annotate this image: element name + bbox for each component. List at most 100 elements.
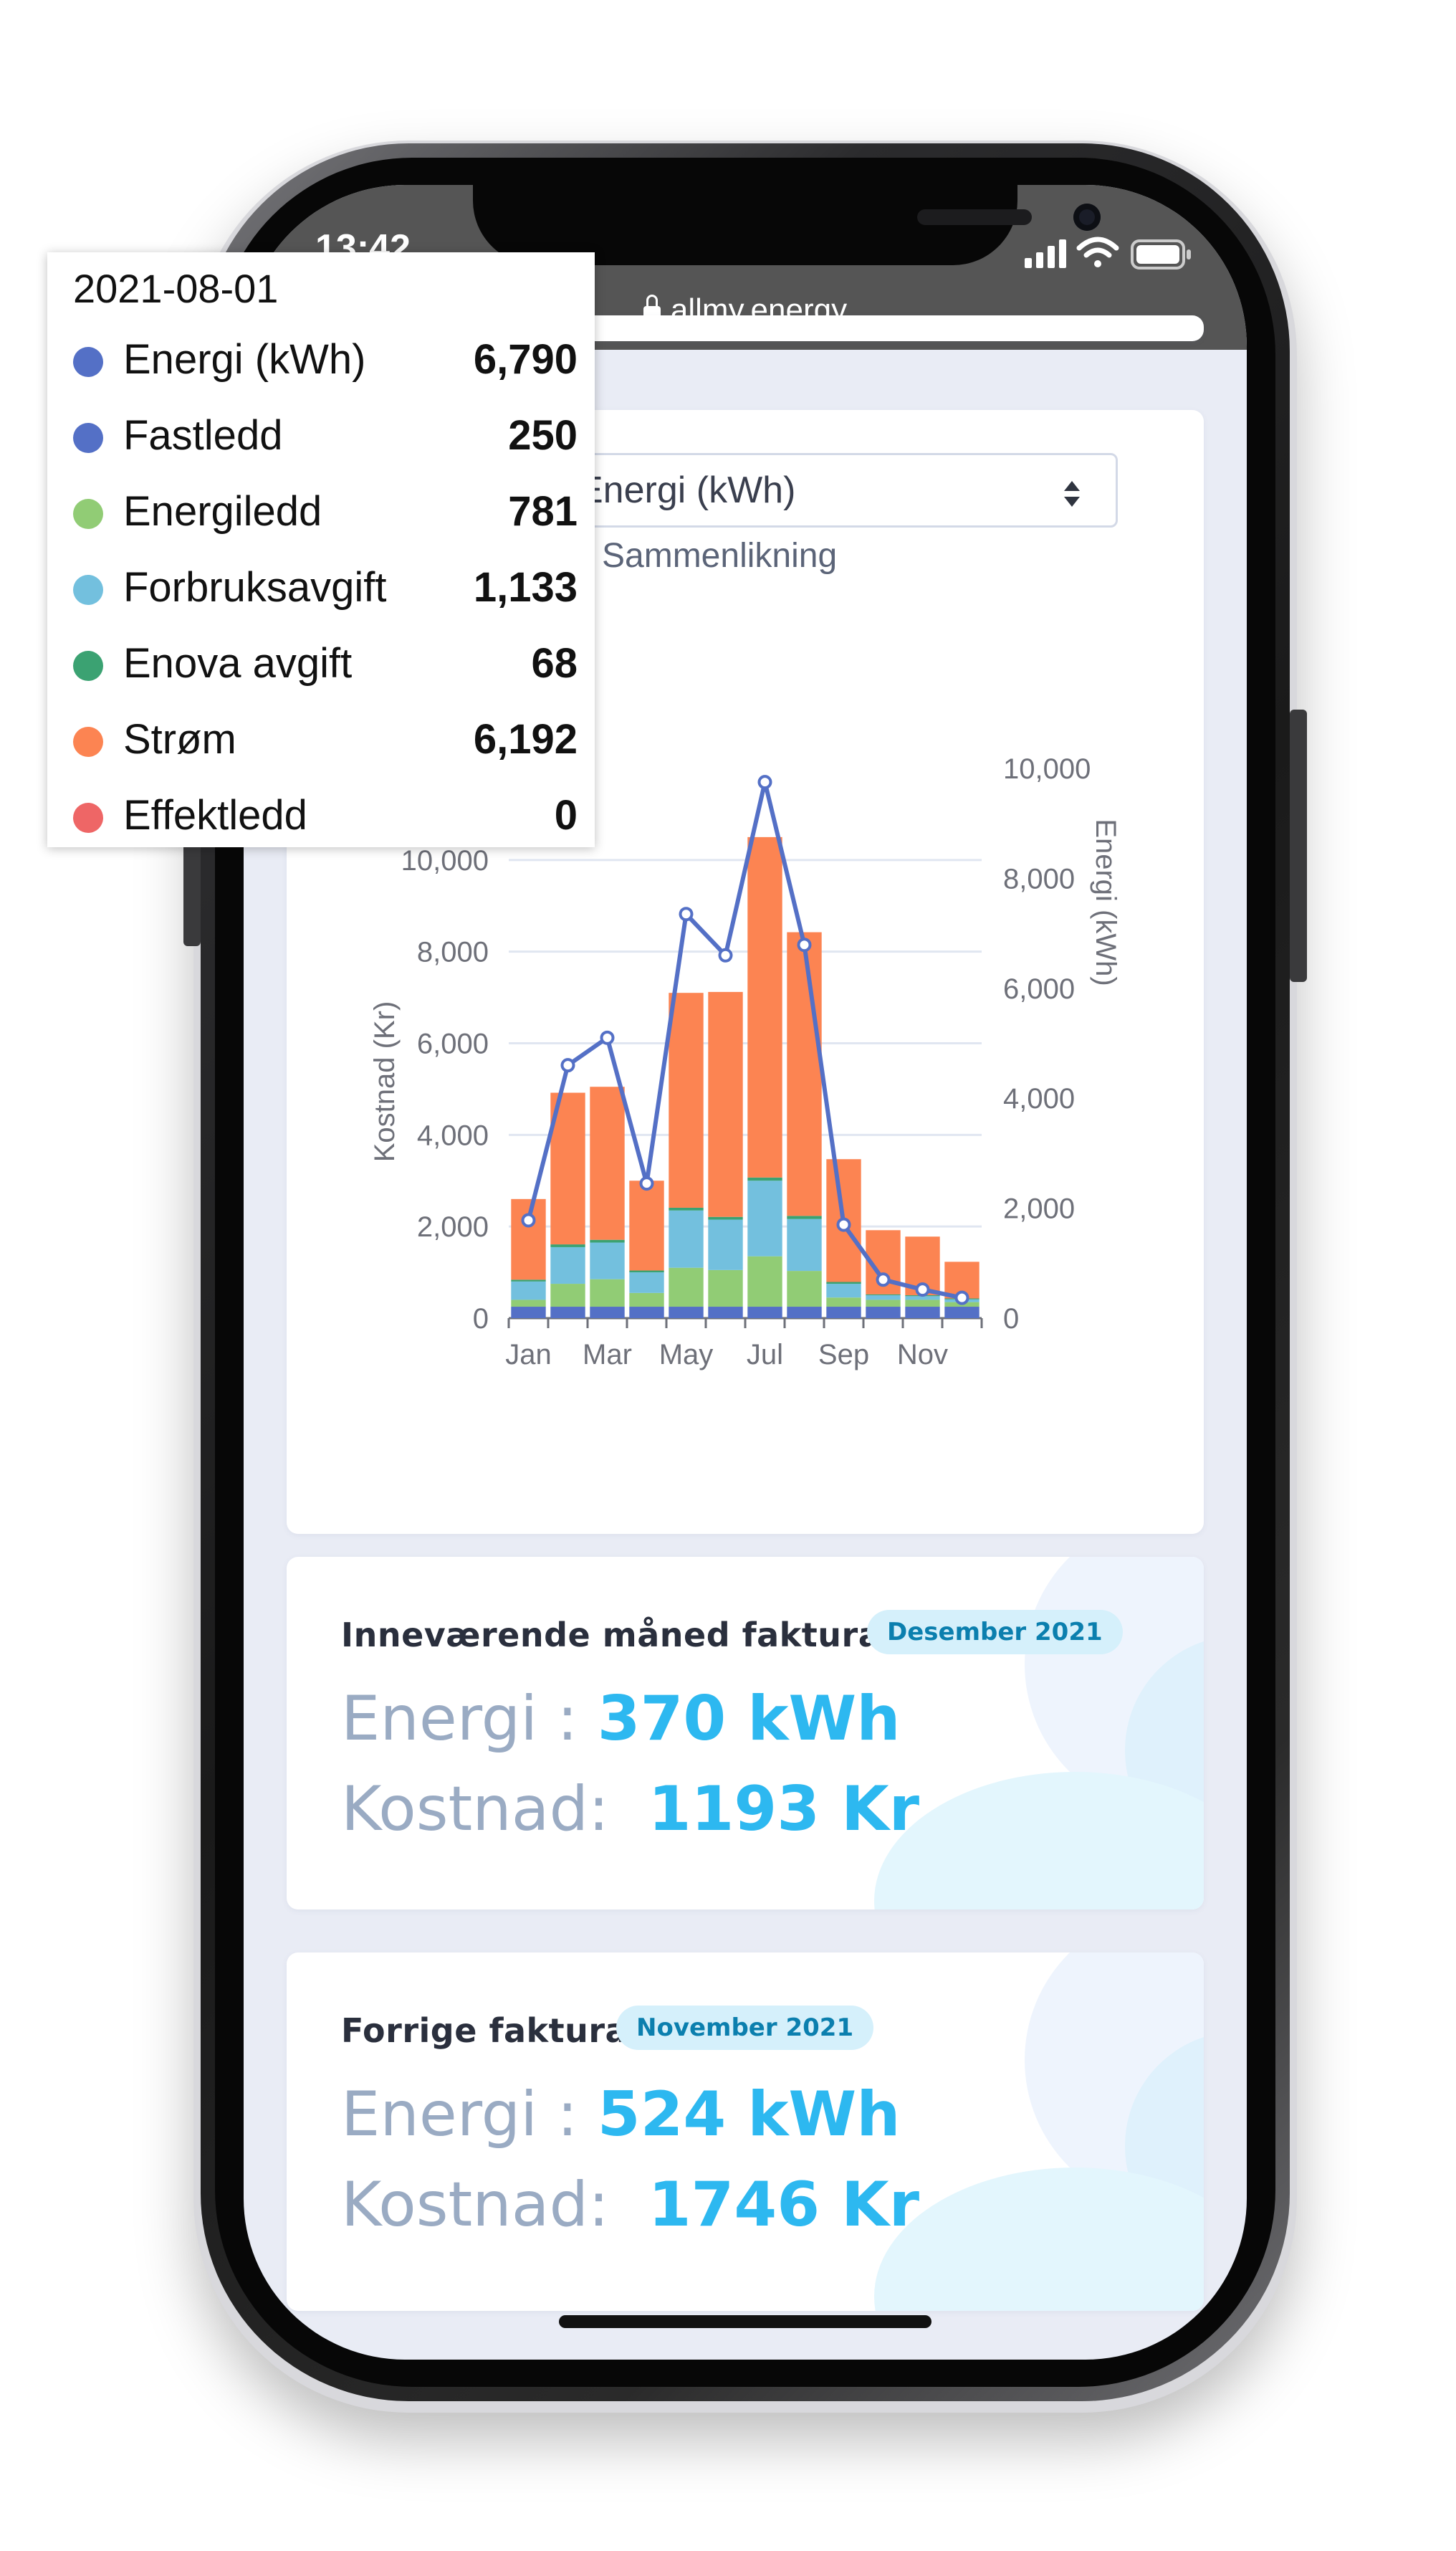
cost-energy-chart[interactable]: 0 2,000 4,000 6,000 8,000 10,000 0 2,000 4,000 6,…	[287, 625, 1204, 1485]
energy-point	[836, 1217, 851, 1232]
invoice-cost-line: Kostnad: 1193 Kr	[341, 1773, 919, 1845]
x-tick-label: Sep	[818, 1339, 869, 1370]
bar-segment	[669, 1207, 704, 1211]
wifi-icon	[1076, 237, 1119, 267]
bar-segment	[669, 1267, 704, 1307]
bar-segment	[826, 1282, 861, 1284]
bar-segment	[905, 1307, 940, 1318]
notch	[473, 185, 1101, 265]
tooltip-label: Energi (kWh)	[123, 336, 366, 383]
legend-dot-icon	[73, 499, 103, 529]
bar-segment	[550, 1307, 585, 1318]
bar-segment	[905, 1300, 940, 1307]
bar-segment	[550, 1244, 585, 1247]
y-tick-label-left: 4,000	[417, 1120, 489, 1151]
signal-icon	[1025, 239, 1066, 268]
x-tick-label: Mar	[583, 1339, 632, 1370]
energy-point	[954, 1290, 969, 1305]
bar-segment	[747, 1177, 782, 1181]
energy-value: 524 kWh	[597, 2079, 901, 2150]
bar-segment	[511, 1281, 546, 1300]
y-tick-label-left: 0	[473, 1303, 489, 1335]
bar-segment	[787, 932, 822, 1216]
y-tick-label-left: 6,000	[417, 1029, 489, 1060]
y-tick-label-right: 10,000	[1003, 753, 1091, 785]
invoice-month-badge: Desember 2021	[867, 1610, 1123, 1654]
invoice-energy-line: Energi : 524 kWh	[341, 2079, 901, 2150]
legend-dot-icon	[73, 803, 103, 833]
bar-segment	[866, 1307, 901, 1318]
tooltip-label: Forbruksavgift	[123, 564, 387, 611]
x-tick-label: Jul	[747, 1339, 783, 1370]
bar-segment	[590, 1242, 625, 1279]
select-arrows-icon	[1064, 481, 1080, 507]
decorative-wave	[874, 1772, 1204, 1909]
y-tick-label-left: 10,000	[401, 845, 489, 877]
energy-point	[876, 1272, 891, 1287]
bar-segment	[629, 1181, 664, 1271]
invoice-cost-line: Kostnad: 1746 Kr	[341, 2169, 919, 2241]
tooltip-date: 2021-08-01	[73, 266, 279, 311]
bar-segment	[550, 1284, 585, 1307]
bar-segment	[708, 991, 743, 1217]
tooltip-label: Effektledd	[123, 792, 307, 839]
bar-segment	[787, 1307, 822, 1318]
bar-segment	[669, 1210, 704, 1268]
legend-dot-icon	[73, 423, 103, 453]
tooltip-row: Effektledd 0	[73, 787, 578, 844]
legend-dot-icon	[73, 727, 103, 757]
tooltip-value: 68	[531, 640, 578, 687]
decorative-wave	[874, 2168, 1204, 2311]
x-tick-label: Jan	[505, 1339, 552, 1370]
cost-value: 1193 Kr	[648, 1773, 920, 1845]
bar-segment	[866, 1294, 901, 1296]
bar-segment	[826, 1297, 861, 1307]
previous-invoice-card: Forrige faktura November 2021 Energi : 5…	[287, 1952, 1204, 2311]
y-tick-label-right: 4,000	[1003, 1083, 1075, 1115]
bar-segment	[511, 1198, 546, 1280]
y-tick-label-left: 2,000	[417, 1211, 489, 1243]
energy-point	[521, 1213, 536, 1228]
energy-point	[560, 1058, 575, 1073]
y-tick-label-left: 8,000	[417, 937, 489, 968]
tooltip-value: 0	[554, 792, 578, 839]
cost-label: Kostnad:	[341, 1773, 610, 1845]
front-camera	[1073, 204, 1101, 231]
y-tick-label-right: 0	[1003, 1303, 1019, 1335]
y-tick-label-right: 8,000	[1003, 863, 1075, 895]
bar-segment	[629, 1307, 664, 1318]
tooltip-value: 6,192	[473, 716, 578, 763]
tooltip-value: 781	[508, 488, 578, 535]
energy-point	[600, 1030, 615, 1045]
bar-segment	[629, 1292, 664, 1307]
bar-segment	[787, 1216, 822, 1219]
tooltip-row: Strøm 6,192	[73, 711, 578, 768]
bar-segment	[708, 1219, 743, 1270]
bar-segment	[944, 1307, 980, 1318]
metric-select[interactable]: Energi (kWh)	[559, 453, 1118, 528]
tooltip-row: Energi (kWh) 6,790	[73, 331, 578, 388]
bar-segment	[905, 1296, 940, 1300]
home-indicator[interactable]	[559, 2315, 931, 2328]
chart-tooltip: 2021-08-01 Energi (kWh) 6,790 Fastledd 250 E…	[47, 252, 595, 847]
energy-point	[915, 1282, 930, 1297]
bar-segment	[511, 1279, 546, 1282]
bar-segment	[826, 1307, 861, 1318]
bar-segment	[629, 1270, 664, 1273]
bar-segment	[787, 1271, 822, 1307]
bar-segment	[747, 836, 782, 1178]
cost-label: Kostnad:	[341, 2169, 610, 2241]
bar-segment	[747, 1181, 782, 1257]
energy-value: 370 kWh	[597, 1683, 901, 1755]
bar-segment	[590, 1307, 625, 1318]
bar-segment	[590, 1239, 625, 1243]
current-invoice-card: Inneværende måned faktura Desember 2021 …	[287, 1557, 1204, 1909]
compare-link[interactable]: Sammenlikning	[602, 537, 838, 575]
cost-value: 1746 Kr	[648, 2169, 920, 2241]
invoice-title: Forrige faktura	[341, 2011, 628, 2050]
bar-segment	[511, 1307, 546, 1318]
power-button	[1290, 710, 1307, 982]
bar-segment	[826, 1284, 861, 1298]
tooltip-label: Energiledd	[123, 488, 322, 535]
tooltip-label: Fastledd	[123, 412, 283, 459]
